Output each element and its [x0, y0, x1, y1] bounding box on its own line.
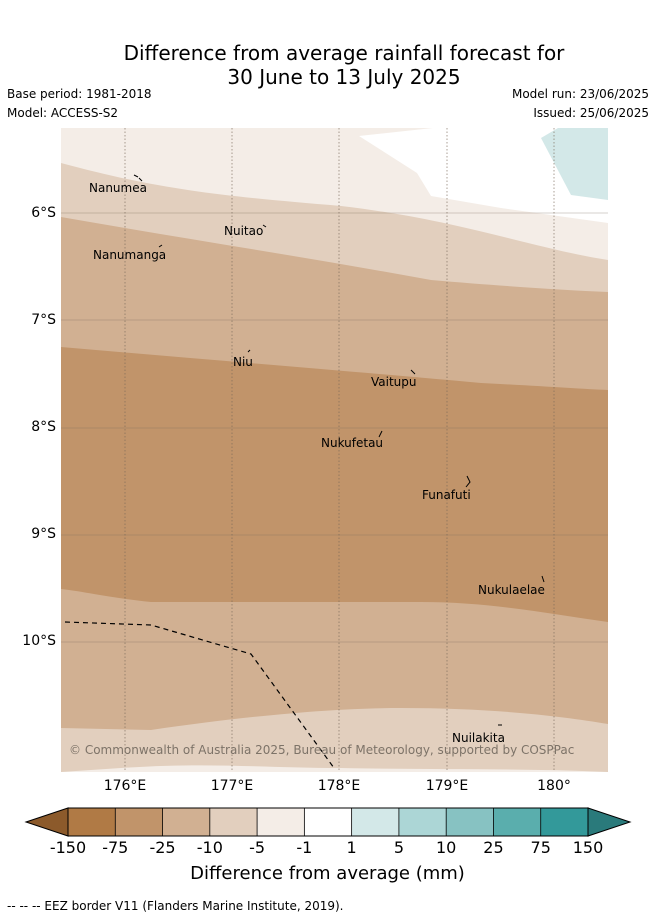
- island-nukulaelae: [541, 575, 545, 583]
- colorbar-tick-label: -25: [149, 838, 176, 857]
- colorbar-high-outline: [587, 807, 632, 837]
- colorbar-tick-label: -5: [249, 838, 266, 857]
- eez-border: [64, 621, 335, 769]
- eez-legend: -- -- -- EEZ border V11 (Flanders Marine…: [7, 899, 344, 913]
- colorbar-segment: [540, 807, 589, 837]
- island-niu: [247, 349, 251, 353]
- island-nanumea: [133, 174, 143, 182]
- island-funafuti: [465, 475, 471, 488]
- colorbar-low-outline: [24, 807, 69, 837]
- title-line-2: 30 June to 13 July 2025: [227, 65, 461, 89]
- lat-label-6s: 6°S: [31, 205, 56, 221]
- colorbar-tick-label: -1: [296, 838, 313, 857]
- colorbar-segment: [445, 807, 495, 837]
- lon-label-178e: 178°E: [317, 778, 361, 794]
- colorbar-segment: [303, 807, 353, 837]
- label-funafuti: Funafuti: [422, 488, 471, 502]
- lat-label-7s: 7°S: [31, 312, 56, 328]
- label-nukulaelae: Nukulaelae: [478, 583, 545, 597]
- title-line-1: Difference from average rainfall forecas…: [123, 41, 565, 65]
- label-nuitao: Nuitao: [224, 224, 264, 238]
- map-svg: [61, 128, 608, 772]
- island-outlines: [133, 174, 545, 726]
- label-nanumea: Nanumea: [89, 181, 147, 195]
- colorbar-segment: [398, 807, 448, 837]
- colorbar-segment: [114, 807, 164, 837]
- lat-label-10s: 10°S: [22, 633, 56, 649]
- colorbar-segment: [209, 807, 258, 837]
- colorbar-tick-label: 150: [572, 838, 604, 857]
- band-lower-light: [61, 708, 608, 772]
- copyright-notice: © Commonwealth of Australia 2025, Bureau…: [69, 743, 575, 757]
- colorbar-extend-low: [26, 808, 68, 836]
- colorbar: [24, 807, 632, 837]
- map-title: Difference from average rainfall forecas…: [0, 41, 655, 89]
- colorbar-tick-label: -75: [102, 838, 129, 857]
- label-nukufetau: Nukufetau: [321, 436, 384, 450]
- colorbar-segment: [351, 807, 400, 837]
- colorbar-tick-label: -150: [49, 838, 87, 857]
- colorbar-tick-label: 25: [483, 838, 504, 857]
- meridians: [124, 128, 555, 772]
- issued-date: Issued: 25/06/2025: [533, 106, 649, 120]
- colorbar-tick-label: 10: [435, 838, 457, 857]
- island-nuitao: [262, 224, 267, 228]
- colorbar-title: Difference from average (mm): [190, 863, 465, 884]
- island-vaitupu: [410, 369, 416, 375]
- band-lower-lightest: [61, 765, 608, 772]
- lat-label-9s: 9°S: [31, 526, 56, 542]
- colorbar-tick-label: -10: [196, 838, 223, 857]
- rainfall-map: Nanumea Nuitao Nanumanga Niu Vaitupu Nuk…: [61, 128, 608, 772]
- colorbar-segment: [162, 807, 211, 837]
- island-nanumanga: [158, 244, 163, 248]
- label-vaitupu: Vaitupu: [371, 375, 417, 389]
- lon-label-180: 180°: [537, 778, 571, 794]
- colorbar-segment: [67, 807, 117, 837]
- label-niu: Niu: [233, 355, 253, 369]
- graticule: [61, 212, 608, 643]
- colorbar-segment: [493, 807, 542, 837]
- model-name: Model: ACCESS-S2: [7, 106, 119, 120]
- lat-label-8s: 8°S: [31, 419, 56, 435]
- colorbar-segment: [256, 807, 306, 837]
- lon-label-177e: 177°E: [210, 778, 254, 794]
- model-run: Model run: 23/06/2025: [511, 87, 649, 101]
- teal-region: [541, 128, 608, 200]
- colorbar-extend-high: [588, 808, 630, 836]
- label-nanumanga: Nanumanga: [93, 248, 167, 262]
- base-period: Base period: 1981-2018: [7, 87, 152, 101]
- colorbar-tick-label: 1: [346, 838, 357, 857]
- band-medium-brown: [61, 347, 608, 622]
- colorbar-segments: [67, 807, 589, 837]
- colorbar-tick-label: 5: [393, 838, 404, 857]
- island-nukufetau: [378, 430, 383, 438]
- lon-label-179e: 179°E: [425, 778, 469, 794]
- lon-label-176e: 176°E: [103, 778, 147, 794]
- white-region: [359, 128, 608, 223]
- colorbar-tick-label: 75: [530, 838, 551, 857]
- label-nuilakita: Nuilakita: [452, 731, 505, 745]
